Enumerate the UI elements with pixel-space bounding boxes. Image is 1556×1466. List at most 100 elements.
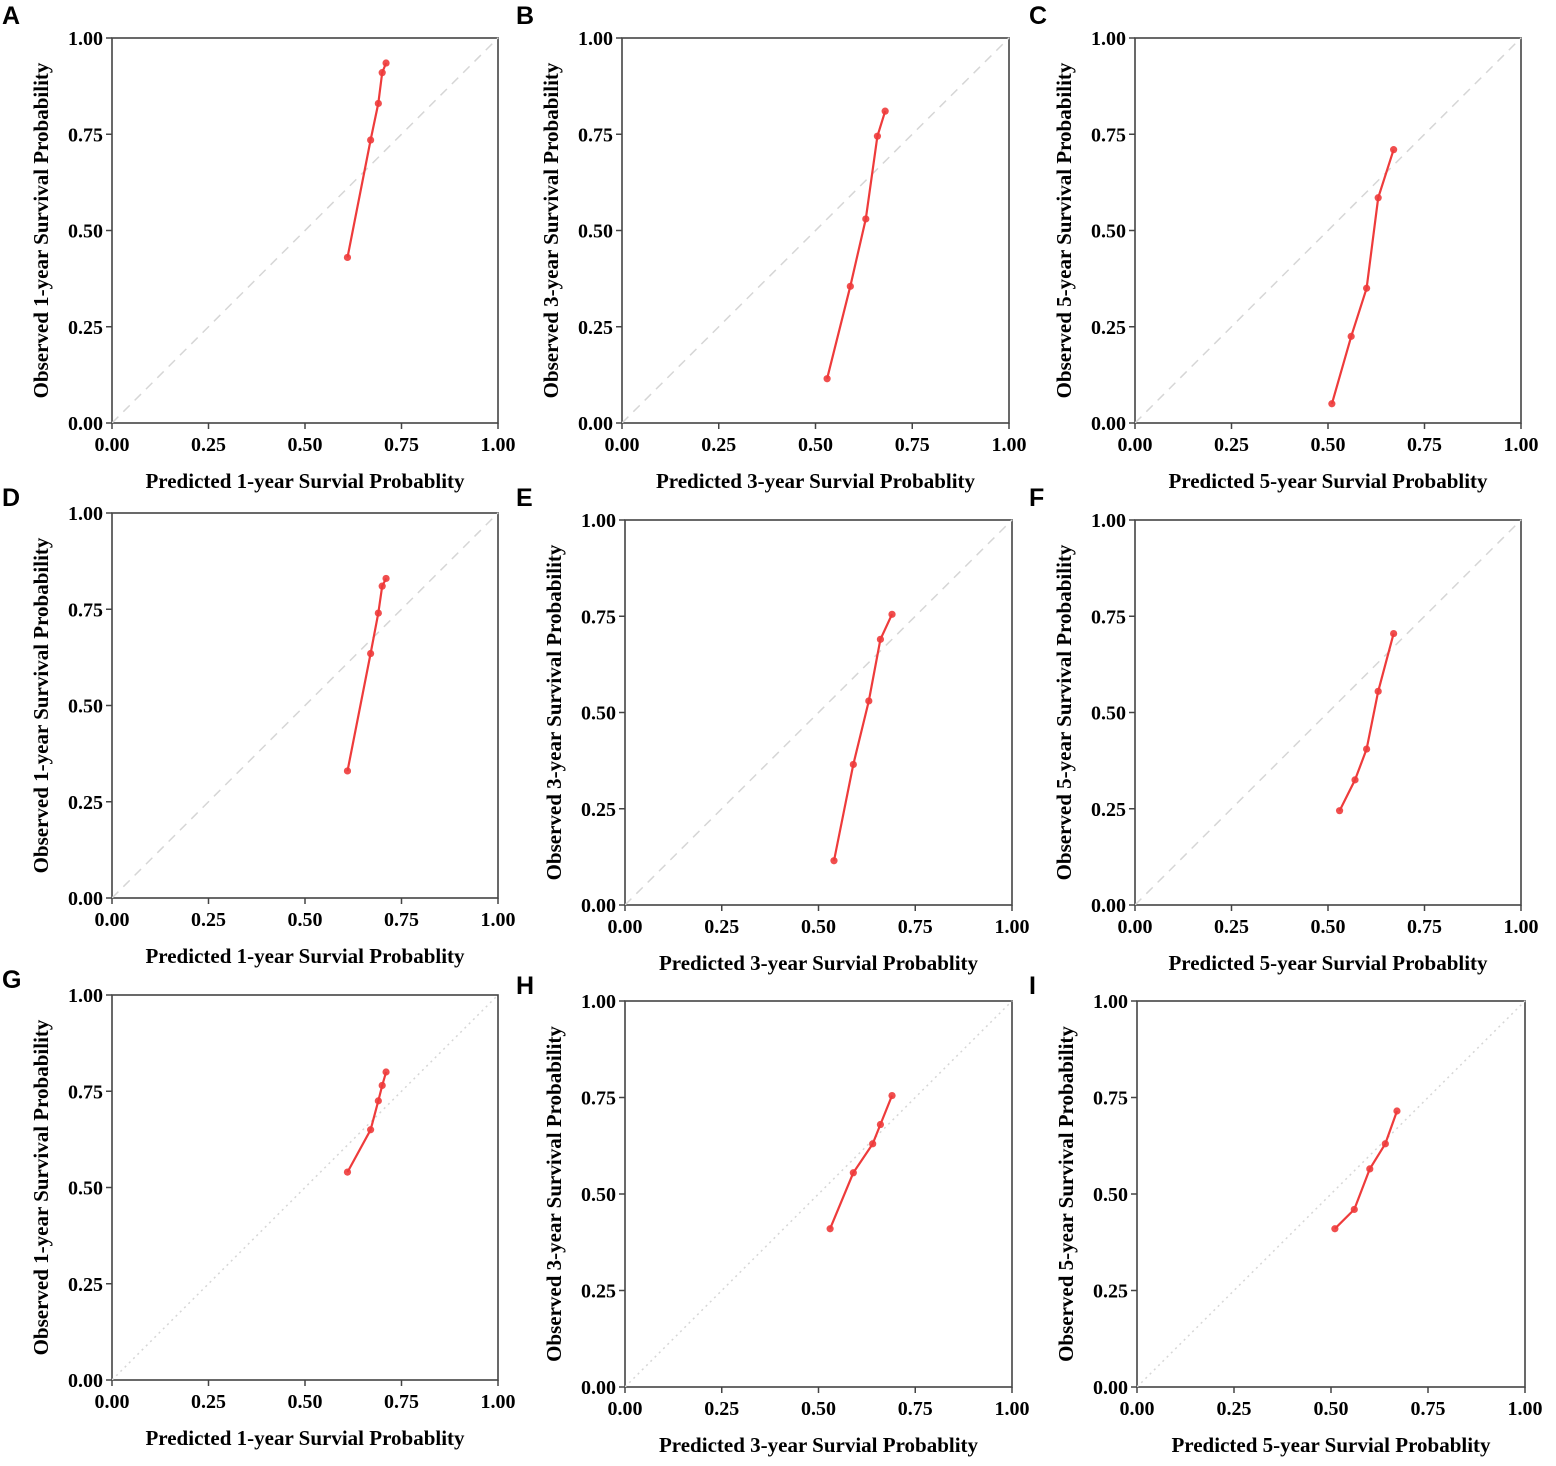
x-tick-label: 0.50 (1311, 916, 1346, 938)
x-tick-label: 0.50 (288, 1391, 323, 1413)
y-tick-label: 0.50 (1091, 703, 1126, 725)
x-axis-title: Predicted 5-year Survial Probablity (1168, 951, 1488, 975)
reference-diagonal (111, 994, 499, 1381)
calibration-point (1390, 146, 1398, 154)
calibration-point (849, 1169, 857, 1177)
calibration-point (1363, 284, 1371, 292)
x-tick-label: 1.00 (1504, 916, 1539, 938)
y-axis-title: Observed 1-year Survival Probability (29, 62, 53, 398)
calibration-point (881, 107, 889, 115)
panel-letter: F (1029, 484, 1044, 512)
x-axis-title: Predicted 1-year Survial Probablity (145, 469, 465, 493)
calibration-point (888, 1091, 896, 1100)
y-tick-label: 0.00 (68, 413, 103, 435)
calibration-point (1350, 1205, 1358, 1214)
x-tick-label: 1.00 (481, 434, 516, 456)
calibration-point (343, 1168, 352, 1176)
calibration-point (862, 215, 870, 223)
x-tick-label: 0.00 (95, 1391, 130, 1413)
y-tick-label: 0.00 (1091, 413, 1126, 435)
y-tick-label: 0.50 (68, 696, 103, 718)
x-tick-label: 0.00 (1118, 916, 1153, 938)
panel-i: I 0.000.00 0.25 0.25 0.50 0.50 0.75 0.75 1.00 1.0… (1029, 972, 1543, 1457)
x-tick-label: 0.00 (1118, 434, 1153, 456)
calibration-point (1331, 1225, 1339, 1233)
calibration-point (378, 69, 386, 77)
panel-letter: H (516, 972, 534, 1000)
x-tick-label: 1.00 (992, 434, 1027, 456)
y-axis-title: Observed 1-year Survival Probability (29, 537, 53, 873)
x-tick-label: 0.75 (898, 916, 933, 938)
y-tick-label: 0.75 (578, 124, 613, 146)
y-tick-label: 1.00 (68, 503, 103, 525)
y-tick-label: 0.75 (68, 124, 103, 146)
y-tick-label: 0.50 (1091, 221, 1126, 243)
x-tick-label: 0.25 (701, 434, 736, 456)
y-tick-label: 0.00 (1093, 1377, 1128, 1399)
calibration-curve (832, 613, 893, 861)
x-axis-title: Predicted 3-year Survial Probablity (656, 469, 976, 493)
panel-letter: C (1029, 2, 1047, 30)
panel-letter: G (2, 966, 21, 994)
y-tick-label: 1.00 (581, 510, 616, 532)
panel-letter: B (516, 2, 534, 30)
calibration-point (367, 1126, 375, 1134)
y-tick-label: 0.75 (581, 606, 616, 628)
x-tick-label: 0.00 (95, 909, 130, 931)
calibration-point (869, 1140, 877, 1148)
y-tick-label: 0.00 (581, 1377, 616, 1399)
x-axis-title: Predicted 3-year Survial Probablity (659, 951, 979, 975)
y-tick-label: 0.25 (1091, 317, 1126, 339)
y-tick-label: 0.00 (1091, 895, 1126, 917)
x-axis-title: Predicted 3-year Survial Probablity (659, 1433, 979, 1457)
panel-letter: A (2, 2, 20, 30)
calibration-point (367, 136, 375, 144)
x-tick-label: 0.75 (1407, 434, 1442, 456)
y-tick-label: 0.50 (68, 221, 103, 243)
calibration-point (374, 609, 382, 617)
calibration-point (826, 1225, 834, 1233)
x-tick-label: 0.75 (1411, 1398, 1446, 1420)
calibration-curve (1338, 633, 1395, 812)
x-tick-label: 0.00 (1120, 1398, 1155, 1420)
reference-diagonal (111, 512, 499, 899)
x-tick-label: 0.50 (801, 1398, 836, 1420)
x-tick-label: 0.25 (704, 916, 739, 938)
calibration-point (849, 760, 857, 769)
y-tick-label: 0.25 (68, 1274, 103, 1296)
y-tick-label: 0.00 (581, 895, 616, 917)
x-axis-title: Predicted 5-year Survial Probablity (1171, 1433, 1491, 1457)
x-tick-label: 0.50 (288, 434, 323, 456)
reference-diagonal (1134, 519, 1522, 906)
calibration-curve (1334, 1110, 1399, 1230)
panel-letter: E (516, 484, 533, 512)
panel-c: C 0.000.00 0.25 0.25 0.50 0.50 0.75 0.75 1.00 1.0… (1029, 2, 1539, 493)
calibration-point (1374, 687, 1382, 695)
calibration-point (378, 1081, 386, 1090)
x-tick-label: 1.00 (995, 1398, 1030, 1420)
calibration-point (1347, 332, 1355, 340)
y-tick-label: 0.25 (68, 792, 103, 814)
x-tick-label: 0.25 (704, 1398, 739, 1420)
y-tick-label: 0.25 (581, 799, 616, 821)
x-tick-label: 0.00 (608, 1398, 643, 1420)
calibration-point (1390, 629, 1398, 638)
x-tick-label: 1.00 (1504, 434, 1539, 456)
calibration-point (873, 132, 882, 140)
x-tick-label: 0.00 (95, 434, 130, 456)
calibration-point (888, 610, 896, 618)
calibration-point (343, 253, 352, 262)
x-tick-label: 1.00 (1508, 1398, 1543, 1420)
calibration-point (876, 1120, 885, 1129)
calibration-point (1363, 745, 1371, 753)
x-tick-label: 1.00 (481, 1391, 516, 1413)
y-tick-label: 1.00 (68, 985, 103, 1007)
y-tick-label: 1.00 (68, 28, 103, 50)
y-axis-title: Observed 5-year Survival Probability (1052, 62, 1076, 398)
calibration-point (865, 697, 873, 705)
reference-diagonal (1136, 1000, 1526, 1388)
x-tick-label: 0.50 (801, 916, 836, 938)
x-tick-label: 0.75 (898, 1398, 933, 1420)
x-tick-label: 0.25 (1217, 1398, 1252, 1420)
